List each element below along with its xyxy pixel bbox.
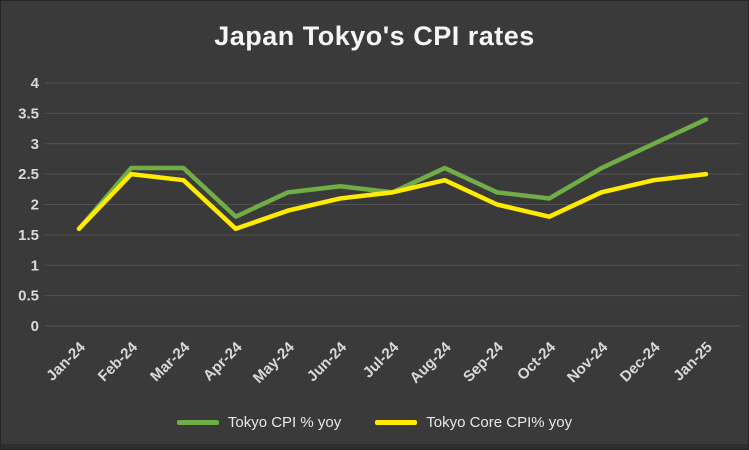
legend-label: Tokyo CPI % yoy xyxy=(227,414,342,431)
x-axis-tick-label: Mar-24 xyxy=(147,338,194,385)
x-axis-tick-label: Jan-25 xyxy=(670,339,716,385)
legend-line-swatch xyxy=(176,420,219,425)
series-line-tokyo-core-cpi-yoy xyxy=(76,171,709,232)
x-axis-tick-label: Aug-24 xyxy=(407,338,455,386)
legend-item-tokyo-core-cpi-yoy[interactable]: Tokyo Core CPI% yoy xyxy=(375,414,572,431)
y-axis-tick-label: 1.5 xyxy=(18,227,39,244)
y-axis-tick-label: 3 xyxy=(31,136,39,153)
x-axis-tick-label: Sep-24 xyxy=(460,338,507,385)
legend-label: Tokyo Core CPI% yoy xyxy=(426,414,573,431)
y-axis-tick-label: 0 xyxy=(31,318,39,335)
y-axis-tick-label: 2 xyxy=(31,197,39,214)
x-axis-tick-label: Jul-24 xyxy=(360,338,403,381)
y-axis-tick-label: 0.5 xyxy=(18,288,39,305)
x-axis-tick-label: Apr-24 xyxy=(200,338,246,384)
legend-line-swatch xyxy=(375,420,418,425)
y-axis-tick-label: 2.5 xyxy=(18,166,39,183)
y-axis-tick-label: 3.5 xyxy=(18,105,39,122)
x-axis-tick-label: Jan-24 xyxy=(43,338,89,384)
y-axis-tick-label: 1 xyxy=(31,257,39,274)
chart-legend: Tokyo CPI % yoy Tokyo Core CPI% yoy xyxy=(1,414,748,431)
x-axis-tick-label: Jun-24 xyxy=(304,338,351,385)
window-bottom-edge xyxy=(1,444,748,449)
x-axis-tick-label: May-24 xyxy=(250,338,298,386)
chart-title: Japan Tokyo's CPI rates xyxy=(214,21,535,51)
legend-item-tokyo-cpi-yoy[interactable]: Tokyo CPI % yoy xyxy=(176,414,342,431)
x-axis-tick-label: Oct-24 xyxy=(514,338,559,383)
x-axis-tick-label: Dec-24 xyxy=(617,338,664,385)
x-axis-tick-label: Feb-24 xyxy=(95,338,142,385)
x-axis-tick-label: Nov-24 xyxy=(564,338,612,386)
y-axis-tick-label: 4 xyxy=(31,75,40,92)
